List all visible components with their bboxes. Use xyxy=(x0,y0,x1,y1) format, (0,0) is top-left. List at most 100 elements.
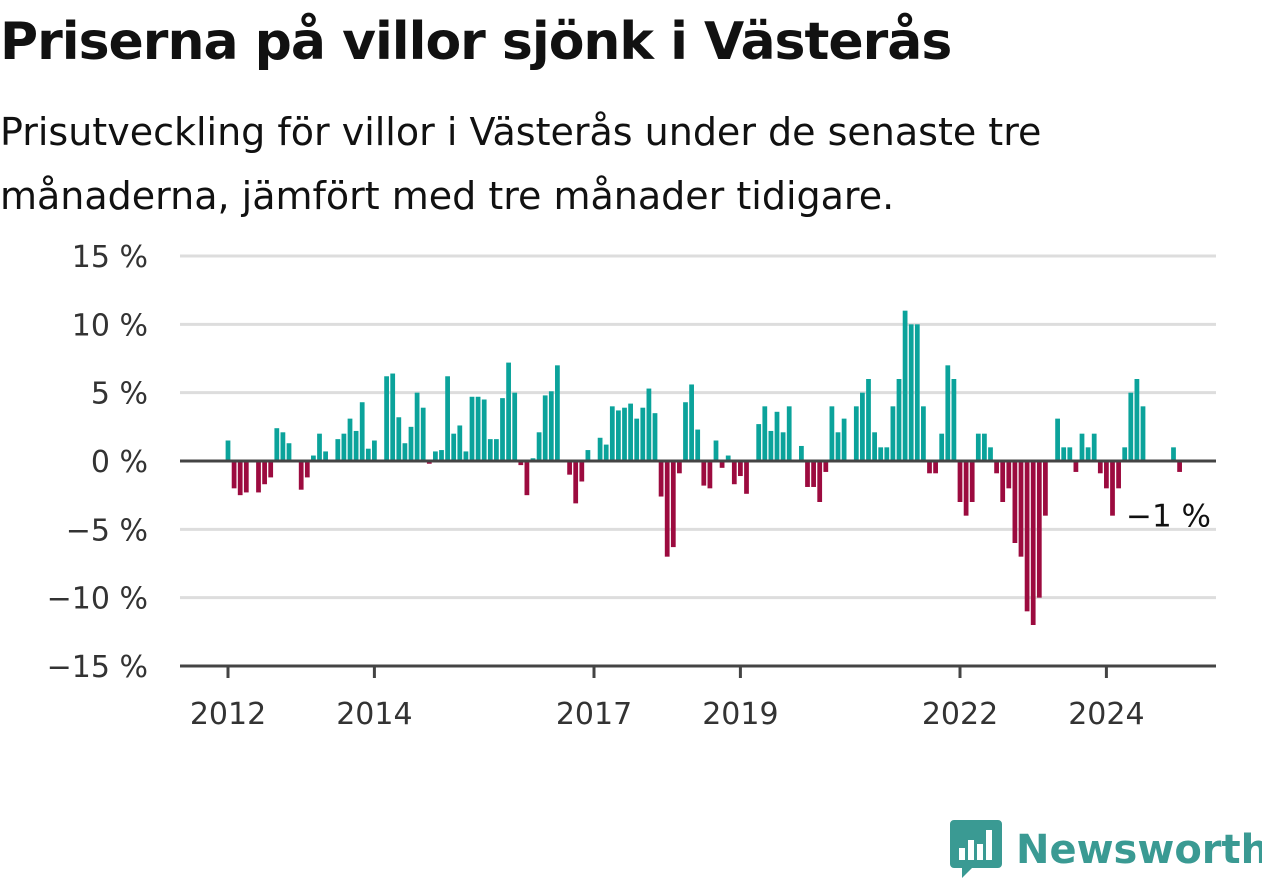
y-tick-label: −15 % xyxy=(47,650,148,685)
newsworthy-brand: Newsworthy xyxy=(950,820,1262,880)
bar xyxy=(1067,447,1073,461)
bar xyxy=(786,406,792,461)
bar xyxy=(951,379,957,461)
bar xyxy=(524,461,530,496)
bar xyxy=(408,426,414,461)
bar xyxy=(548,391,554,461)
bar xyxy=(860,392,865,461)
bar xyxy=(975,433,981,461)
bar xyxy=(555,365,560,461)
bar xyxy=(463,451,469,461)
bar xyxy=(762,406,768,461)
bar xyxy=(1097,461,1103,474)
bar xyxy=(628,403,633,461)
bar xyxy=(939,433,945,461)
bar xyxy=(579,461,585,482)
bar xyxy=(237,461,243,496)
bar xyxy=(335,439,341,461)
bar xyxy=(652,413,658,461)
bar xyxy=(670,461,676,548)
bar xyxy=(475,396,481,461)
bar xyxy=(1116,461,1121,489)
bar xyxy=(738,461,743,477)
y-tick-label: −10 % xyxy=(47,582,148,617)
bar xyxy=(451,433,457,461)
bar xyxy=(323,451,328,461)
bar xyxy=(1134,379,1140,461)
bar xyxy=(884,447,890,461)
bar xyxy=(664,461,670,557)
y-tick-label: 5 % xyxy=(91,377,148,412)
bar xyxy=(469,396,475,461)
bar xyxy=(1177,461,1182,472)
bar xyxy=(298,461,304,490)
bar xyxy=(927,461,932,474)
bar xyxy=(731,461,737,485)
bar xyxy=(506,362,511,461)
bar xyxy=(1012,461,1018,543)
tick-labels: 15 % 10 % 5 % 0 % −5 % −10 % −15 % 2012 2014 2017… xyxy=(47,240,1145,732)
bar xyxy=(866,379,871,461)
bar xyxy=(347,418,353,461)
bar xyxy=(1085,447,1091,461)
bar xyxy=(457,425,463,461)
grid-lines xyxy=(180,254,1216,600)
bar xyxy=(817,461,823,502)
bar xyxy=(988,447,993,461)
y-tick-label: −5 % xyxy=(66,513,148,548)
bar xyxy=(872,432,877,461)
bar xyxy=(835,432,841,461)
bar xyxy=(695,429,701,461)
bar xyxy=(896,379,902,461)
bar xyxy=(982,433,987,461)
bar xyxy=(372,440,377,461)
bar xyxy=(353,430,359,461)
bar xyxy=(756,424,762,461)
bar xyxy=(341,433,347,461)
bar xyxy=(1018,461,1024,557)
bar-series xyxy=(225,310,1182,625)
bar xyxy=(609,406,615,461)
bar xyxy=(921,406,926,461)
bar xyxy=(536,432,542,461)
bar xyxy=(622,407,627,461)
y-tick-label: 15 % xyxy=(72,240,148,275)
bar xyxy=(1036,461,1042,598)
bar xyxy=(359,402,365,461)
bar xyxy=(945,365,951,461)
bar xyxy=(396,417,402,461)
last-value-annotation: −1 % xyxy=(1126,499,1211,535)
bar xyxy=(774,411,780,461)
bar xyxy=(719,461,725,468)
bar xyxy=(725,455,731,461)
bar xyxy=(420,407,426,461)
bar xyxy=(439,450,444,461)
bar xyxy=(805,461,810,487)
bar xyxy=(585,450,591,461)
bar xyxy=(890,406,896,461)
bar xyxy=(780,432,786,461)
bar xyxy=(445,376,450,461)
x-tick-label: 2012 xyxy=(190,697,266,732)
bar xyxy=(500,398,505,461)
bar xyxy=(433,451,438,461)
bar xyxy=(402,443,408,461)
bar xyxy=(390,373,396,461)
bar xyxy=(243,461,249,493)
bar xyxy=(799,445,804,461)
bar xyxy=(1091,433,1097,461)
bar xyxy=(994,461,999,474)
bar xyxy=(1030,461,1036,625)
bar xyxy=(1128,392,1134,461)
axes xyxy=(180,459,1216,678)
bar xyxy=(677,461,682,474)
bar xyxy=(878,447,884,461)
brand-name: Newsworthy xyxy=(1016,827,1262,873)
bar xyxy=(518,461,524,466)
bar xyxy=(1006,461,1012,489)
x-tick-label: 2022 xyxy=(922,697,998,732)
bar xyxy=(274,428,280,461)
bar xyxy=(542,395,548,461)
bar xyxy=(1104,461,1109,489)
